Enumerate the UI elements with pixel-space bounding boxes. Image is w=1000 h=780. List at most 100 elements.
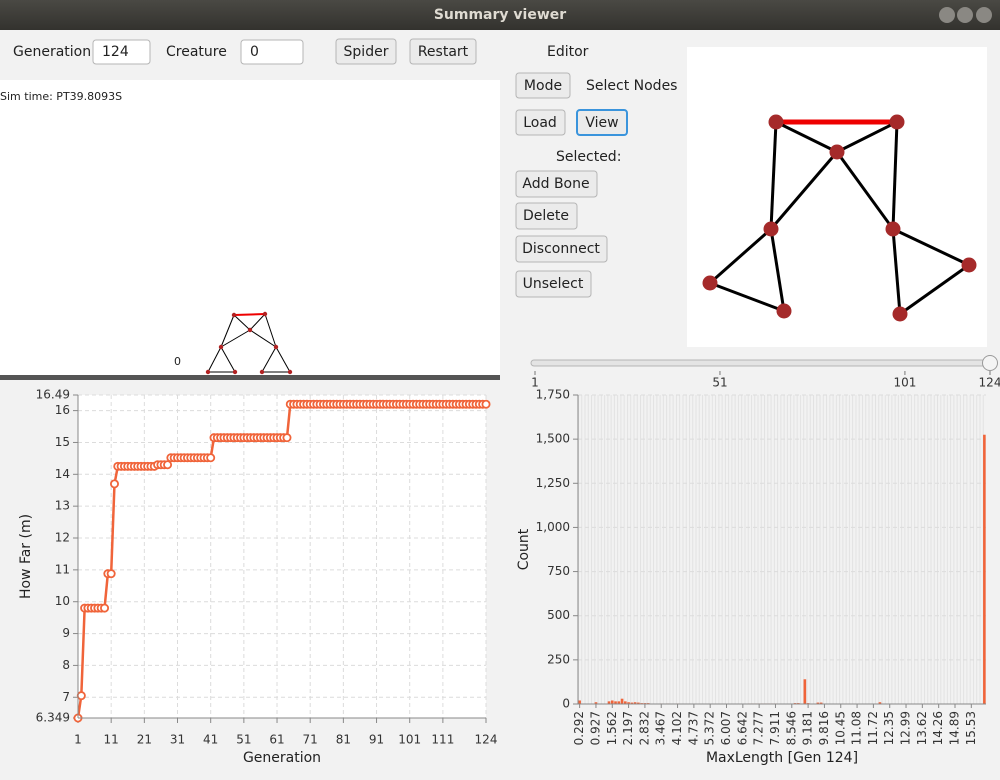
bone[interactable]: [835, 151, 895, 230]
node[interactable]: [763, 221, 779, 237]
simulation-view: Sim time: PT39.8093S 0: [0, 80, 500, 380]
x-tick-label: 6.642: [735, 711, 749, 745]
add-bone-button[interactable]: Add Bone: [515, 170, 598, 198]
editor-canvas[interactable]: [687, 47, 987, 347]
node[interactable]: [702, 275, 718, 291]
button-label[interactable]: View: [585, 115, 618, 131]
slider-tick-label: 51: [712, 376, 727, 390]
button-frame[interactable]: [515, 170, 598, 198]
mode-value: Select Nodes: [586, 78, 677, 94]
y-tick-label: 16: [55, 403, 70, 417]
y-tick-label: 8: [62, 658, 70, 672]
view-button[interactable]: View: [576, 109, 628, 136]
button-frame[interactable]: [515, 72, 571, 99]
y-tick-label: 13: [55, 499, 70, 513]
button-label[interactable]: Load: [523, 115, 557, 131]
point: [282, 433, 292, 443]
node[interactable]: [889, 114, 905, 130]
disconnect-button[interactable]: Disconnect: [515, 235, 608, 263]
bone[interactable]: [769, 228, 786, 312]
bone[interactable]: [769, 121, 778, 230]
x-tick-label: 3.467: [654, 711, 668, 745]
slider-tick-label: 1: [531, 376, 539, 390]
slider-track[interactable]: [530, 359, 995, 367]
button-label[interactable]: Add Bone: [522, 176, 589, 192]
load-button[interactable]: Load: [515, 109, 566, 136]
button-frame[interactable]: [335, 38, 397, 65]
bone[interactable]: [899, 263, 970, 316]
node[interactable]: [961, 257, 977, 273]
text-field[interactable]: [240, 39, 304, 65]
bar: [578, 700, 581, 704]
bone[interactable]: [836, 120, 898, 154]
unselect-button[interactable]: Unselect: [515, 270, 592, 298]
text-field[interactable]: [92, 39, 151, 65]
creature-value[interactable]: 0: [250, 44, 259, 60]
button-frame[interactable]: [515, 270, 592, 298]
x-tick-label: 11: [104, 733, 119, 747]
y-tick-label: 9: [62, 626, 70, 640]
button-label[interactable]: Mode: [524, 78, 562, 94]
bone[interactable]: [709, 227, 772, 285]
y-tick-label: 750: [547, 564, 570, 578]
maximize-button[interactable]: [957, 7, 973, 23]
x-tick-label: 5.372: [703, 711, 717, 745]
bone[interactable]: [709, 281, 785, 313]
node[interactable]: [885, 221, 901, 237]
node[interactable]: [768, 114, 784, 130]
button-frame[interactable]: [409, 38, 477, 65]
node[interactable]: [776, 303, 792, 319]
button-label[interactable]: Delete: [523, 208, 569, 224]
position-marker: 0: [174, 355, 181, 368]
slider-thumb[interactable]: [982, 355, 998, 371]
x-tick-label: 11.08: [850, 711, 864, 745]
spider-button[interactable]: Spider: [335, 38, 397, 65]
bone[interactable]: [892, 227, 970, 267]
x-tick-label: 11.72: [866, 711, 880, 745]
sim-node: [231, 312, 237, 318]
y-tick-label: 6.349: [36, 711, 70, 725]
x-tick-label: 124: [475, 733, 498, 747]
node[interactable]: [829, 144, 845, 160]
point: [76, 691, 86, 701]
button-label[interactable]: Spider: [344, 44, 389, 60]
bar: [878, 702, 882, 704]
x-tick-label: 31: [170, 733, 185, 747]
button-frame[interactable]: [515, 109, 566, 136]
mode-button[interactable]: Mode: [515, 72, 571, 99]
button-label[interactable]: Unselect: [523, 276, 584, 292]
point: [481, 399, 491, 409]
point: [206, 453, 216, 463]
generation-value[interactable]: 124: [102, 44, 129, 60]
y-axis-label: Count: [516, 528, 532, 570]
button-frame[interactable]: [515, 202, 578, 230]
minimize-button[interactable]: [939, 7, 955, 23]
sim-node: [205, 369, 211, 375]
delete-button[interactable]: Delete: [515, 202, 578, 230]
selected-label: Selected:: [556, 149, 621, 165]
sim-bone: [249, 313, 266, 331]
bone[interactable]: [775, 120, 838, 154]
creature-editor[interactable]: [687, 47, 987, 347]
window-title: Summary viewer: [434, 7, 566, 23]
x-tick-label: 12.35: [882, 711, 896, 745]
creature-field[interactable]: 0: [240, 39, 304, 65]
node[interactable]: [892, 306, 908, 322]
button-frame[interactable]: [576, 109, 628, 136]
restart-button[interactable]: Restart: [409, 38, 477, 65]
y-tick-label: 16.49: [36, 388, 70, 402]
button-label[interactable]: Restart: [418, 44, 469, 60]
generation-field[interactable]: 124: [92, 39, 151, 65]
sim-bone: [220, 329, 251, 348]
button-frame[interactable]: [515, 235, 608, 263]
bone[interactable]: [891, 228, 902, 315]
bone[interactable]: [769, 151, 839, 230]
bone[interactable]: [891, 121, 899, 230]
x-axis-label: Generation: [243, 750, 321, 766]
button-label[interactable]: Disconnect: [522, 241, 600, 257]
close-button[interactable]: [976, 7, 992, 23]
point: [109, 479, 119, 489]
bar: [633, 702, 637, 704]
sim-bone: [233, 314, 251, 331]
sim-node: [232, 369, 238, 375]
